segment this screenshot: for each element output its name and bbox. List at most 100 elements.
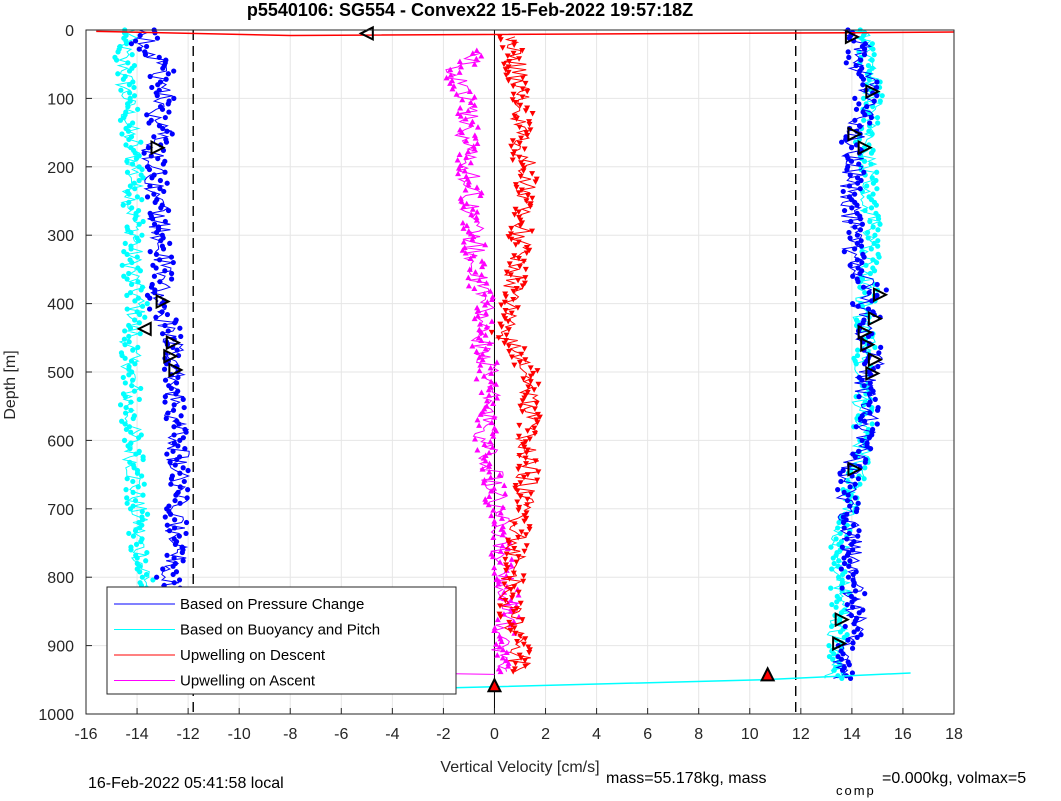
pressure-series-descent-point (145, 145, 152, 151)
pressure-series-ascent-point (861, 254, 867, 260)
pressure-series-ascent-point (865, 306, 872, 312)
upwelling-descent-series-point (497, 614, 504, 620)
pressure-series-descent-point (161, 188, 167, 195)
upwelling-ascent-series-point (459, 219, 466, 226)
pressure-series-ascent-point (850, 301, 856, 307)
upwelling-descent-series-point (515, 535, 522, 541)
pressure-series-descent-point (168, 254, 175, 260)
upwelling-ascent-series-point (477, 362, 484, 368)
upwelling-ascent-series-point (488, 512, 495, 519)
buoyancy-series-descent-point (133, 155, 140, 162)
pressure-series-ascent-point (847, 503, 853, 509)
upwelling-descent-series-point (519, 617, 526, 623)
buoyancy-series-descent-point (130, 377, 136, 383)
x-tick-label: -4 (385, 726, 399, 743)
buoyancy-series-descent-point (122, 328, 128, 334)
pressure-series-ascent-point (848, 541, 855, 547)
upwelling-ascent-series-point (471, 285, 478, 292)
pressure-series-ascent-point (846, 530, 852, 537)
buoyancy-series-descent-point (122, 394, 128, 400)
upwelling-ascent-series-point (491, 518, 498, 524)
buoyancy-series-descent-point (124, 500, 130, 506)
pressure-series-ascent-point (855, 279, 861, 285)
pressure-series-ascent-point (852, 246, 858, 252)
pressure-series-ascent-point (854, 175, 861, 181)
buoyancy-series-descent-point (134, 194, 140, 200)
pressure-series-descent-point (149, 175, 155, 181)
legend-entry: Upwelling on Ascent (180, 673, 316, 690)
upwelling-ascent-series-point (459, 247, 466, 253)
pressure-series-descent-point (179, 549, 185, 556)
buoyancy-series-descent-point (126, 82, 132, 88)
buoyancy-series-descent-point (119, 418, 125, 424)
buoyancy-series-ascent-point (870, 104, 876, 110)
upwelling-ascent-series-point (479, 466, 486, 472)
upwelling-descent-series-point (519, 48, 526, 54)
buoyancy-series-ascent-point (826, 643, 832, 649)
buoyancy-series-descent-point (122, 421, 128, 427)
x-tick-label: -8 (283, 726, 297, 743)
pressure-series-ascent-point (847, 262, 853, 268)
y-tick-label: 700 (47, 502, 74, 519)
pressure-series-descent-point (152, 199, 158, 205)
buoyancy-series-ascent-point (839, 675, 845, 682)
upwelling-descent-series-point (505, 327, 512, 333)
upwelling-descent-series-point (519, 75, 526, 81)
pressure-series-descent-point (162, 218, 168, 225)
pressure-series-ascent-point (839, 139, 845, 145)
buoyancy-series-descent-point (140, 456, 146, 463)
pressure-series-ascent-point (859, 377, 865, 383)
y-tick-label: 1000 (38, 707, 74, 724)
buoyancy-series-descent-point (124, 251, 130, 257)
buoyancy-series-ascent-point (871, 268, 878, 274)
pressure-series-descent-point (137, 32, 143, 39)
pressure-series-ascent-point (868, 114, 874, 121)
pressure-series-ascent-point (855, 448, 862, 454)
upwelling-descent-series-point (524, 193, 531, 199)
upwelling-descent-series-point (516, 359, 523, 366)
buoyancy-series-descent-point (128, 229, 134, 236)
pressure-series-descent-point (172, 517, 178, 523)
buoyancy-series-descent-point (140, 175, 146, 181)
upwelling-descent-series-point (516, 422, 523, 429)
upwelling-descent-series-point (498, 324, 505, 330)
pressure-series-ascent-point (835, 487, 841, 493)
upwelling-ascent-series-point (493, 641, 500, 647)
upwelling-ascent-series-point (471, 94, 478, 100)
upwelling-descent-series-point (515, 554, 522, 560)
upwelling-descent-series-point (535, 381, 542, 388)
upwelling-descent-series-point (517, 493, 524, 500)
upwelling-descent-series-point (508, 143, 515, 150)
buoyancy-series-ascent-point (869, 421, 875, 427)
buoyancy-series-ascent-point (865, 229, 871, 236)
pressure-series-descent-point (146, 120, 152, 126)
buoyancy-series-descent-point (115, 49, 121, 55)
data-marker (867, 352, 884, 368)
x-tick-label: 4 (592, 726, 601, 743)
pressure-series-descent-point (177, 437, 183, 443)
buoyancy-series-ascent-point (828, 544, 834, 550)
y-tick-label: 900 (47, 639, 74, 656)
buoyancy-series-ascent-point (834, 599, 840, 605)
upwelling-ascent-series-point (482, 241, 489, 248)
upwelling-ascent-series-point (486, 468, 493, 475)
upwelling-ascent-series-point (497, 668, 504, 675)
upwelling-ascent-series-point (482, 332, 489, 338)
buoyancy-series-descent-point (124, 306, 130, 312)
pressure-series-ascent-point (862, 591, 868, 597)
pressure-series-descent-point (159, 331, 166, 337)
y-axis-label: Depth [m] (2, 350, 19, 419)
buoyancy-series-descent-point (132, 528, 139, 534)
buoyancy-series-descent-point (126, 339, 132, 345)
upwelling-descent-series-point (529, 110, 536, 117)
upwelling-descent-series-point (509, 595, 516, 601)
buoyancy-series-descent-point (135, 344, 141, 350)
pressure-series-ascent-point (846, 662, 852, 668)
buoyancy-series-ascent-point (861, 476, 867, 482)
pressure-series-ascent-point (855, 500, 861, 506)
pressure-series-ascent-point (852, 224, 858, 230)
pressure-series-descent-point (180, 396, 186, 402)
upwelling-ascent-series-point (473, 47, 480, 54)
buoyancy-series-descent-point (119, 131, 125, 137)
buoyancy-series-descent-point (127, 90, 133, 96)
